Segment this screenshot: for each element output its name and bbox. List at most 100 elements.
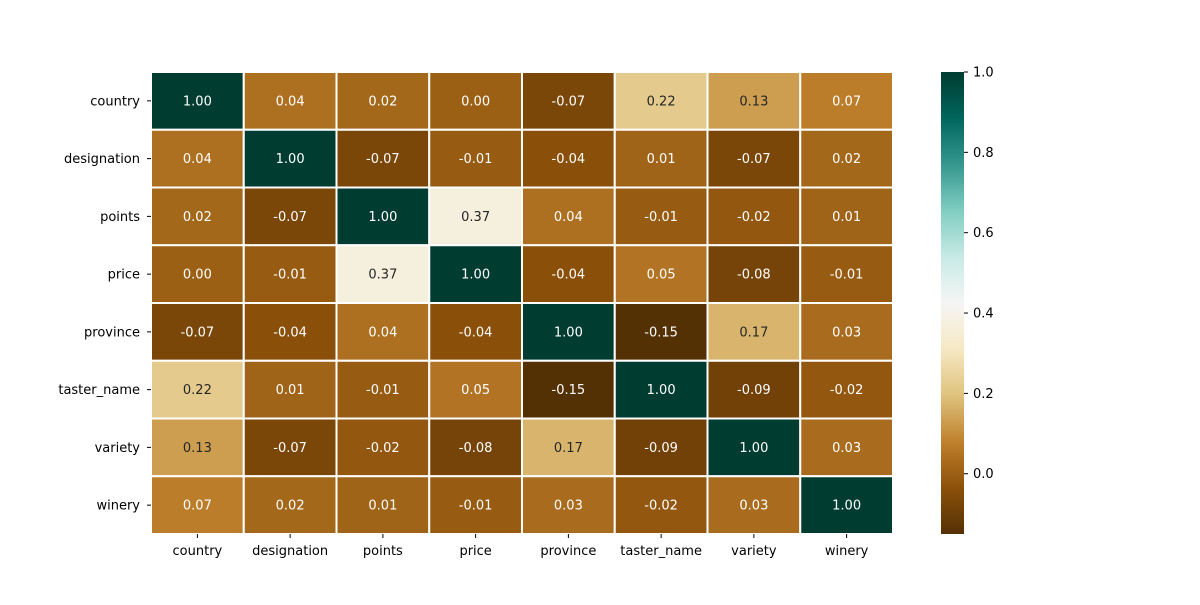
cell-annotation: -0.01 — [366, 383, 400, 398]
cell-annotation: 0.17 — [554, 441, 583, 456]
cell-annotation: 0.17 — [739, 325, 768, 340]
y-tick-label: price — [108, 268, 140, 283]
cell-annotation: -0.07 — [273, 210, 307, 225]
x-tick-label: price — [459, 544, 491, 559]
cell-annotation: 0.01 — [647, 152, 676, 167]
cell-annotation: 0.05 — [461, 383, 490, 398]
cell-annotation: 1.00 — [832, 499, 861, 514]
cell-annotation: 0.03 — [832, 325, 861, 340]
cell-annotation: -0.15 — [552, 383, 586, 398]
cell-annotation: -0.02 — [366, 441, 400, 456]
heatmap-annotations: 1.00 0.04 0.02 0.00 -0.07 0.22 0.13 0.07 0.04 1.0… — [181, 94, 864, 513]
y-tick-label: winery — [96, 499, 140, 514]
heatmap-cell — [613, 359, 709, 420]
y-tick-label: taster_name — [58, 383, 140, 398]
heatmap-cell — [242, 128, 338, 189]
y-tick-label: designation — [64, 152, 140, 167]
heatmap-cell — [428, 128, 523, 189]
heatmap-cell — [242, 186, 338, 247]
colorbar-tick-label: 0.2 — [973, 387, 994, 402]
heatmap-cell — [706, 359, 802, 420]
heatmap-cell — [613, 71, 709, 131]
cell-annotation: 0.03 — [832, 441, 861, 456]
cell-annotation: -0.07 — [737, 152, 771, 167]
x-tick-label: taster_name — [620, 544, 702, 559]
heatmap-cell — [242, 417, 338, 478]
cell-annotation: 0.05 — [647, 268, 676, 283]
heatmap-cell — [428, 302, 523, 362]
y-axis-tick-labels: country designation points price province tas… — [58, 94, 151, 514]
x-tick-label: designation — [252, 544, 328, 559]
cell-annotation: 0.22 — [183, 383, 212, 398]
cell-annotation: -0.02 — [644, 499, 678, 514]
heatmap-cell — [521, 302, 616, 362]
heatmap-cell — [335, 186, 431, 247]
cell-annotation: -0.07 — [273, 441, 307, 456]
cell-annotation: 0.02 — [368, 94, 397, 109]
cell-annotation: 0.02 — [183, 210, 212, 225]
heatmap-cell — [706, 186, 802, 247]
cell-annotation: 0.03 — [739, 499, 768, 514]
cell-annotation: 0.13 — [183, 441, 212, 456]
cell-annotation: 0.07 — [183, 499, 212, 514]
heatmap-cell — [706, 244, 802, 304]
colorbar-tick-label: 0.6 — [973, 226, 994, 241]
cell-annotation: -0.07 — [366, 152, 400, 167]
heatmap-cell — [242, 359, 338, 420]
cell-annotation: 1.00 — [368, 210, 397, 225]
heatmap-cell — [799, 128, 894, 189]
x-tick-label: winery — [825, 544, 869, 559]
heatmap-cell — [799, 359, 894, 420]
cell-annotation: 0.07 — [832, 94, 861, 109]
cell-annotation: -0.01 — [644, 210, 678, 225]
x-tick-label: points — [363, 544, 403, 559]
cell-annotation: 0.02 — [276, 499, 305, 514]
cell-annotation: -0.08 — [737, 268, 771, 283]
cell-annotation: -0.01 — [830, 268, 864, 283]
colorbar-tick-label: 0.8 — [973, 146, 994, 161]
cell-annotation: -0.04 — [459, 325, 493, 340]
heatmap-cell — [428, 244, 523, 304]
cell-annotation: 0.00 — [183, 268, 212, 283]
x-tick-label: variety — [731, 544, 777, 559]
cell-annotation: 1.00 — [183, 94, 212, 109]
cell-annotation: 0.37 — [368, 268, 397, 283]
cell-annotation: 0.04 — [276, 94, 305, 109]
heatmap-cell — [799, 71, 894, 131]
cell-annotation: 1.00 — [461, 268, 490, 283]
heatmap-cell — [799, 417, 894, 478]
cell-annotation: -0.04 — [552, 268, 586, 283]
cell-annotation: -0.02 — [830, 383, 864, 398]
cell-annotation: -0.07 — [181, 325, 215, 340]
heatmap-cell — [521, 359, 616, 420]
cell-annotation: -0.07 — [552, 94, 586, 109]
heatmap-cells — [150, 71, 894, 535]
x-axis-tick-labels: country designation points price province tas… — [173, 534, 869, 559]
cell-annotation: 0.13 — [739, 94, 768, 109]
cell-annotation: -0.08 — [459, 441, 493, 456]
cell-annotation: 0.04 — [368, 325, 397, 340]
cell-annotation: 0.01 — [832, 210, 861, 225]
heatmap-cell — [521, 475, 616, 535]
cell-annotation: -0.04 — [552, 152, 586, 167]
cell-annotation: -0.15 — [644, 325, 678, 340]
cell-annotation: 0.22 — [647, 94, 676, 109]
cell-annotation: -0.01 — [273, 268, 307, 283]
heatmap-cell — [521, 186, 616, 247]
cell-annotation: 0.01 — [368, 499, 397, 514]
cell-annotation: 0.03 — [554, 499, 583, 514]
cell-annotation: 1.00 — [554, 325, 583, 340]
colorbar-tick-label: 0.4 — [973, 307, 994, 322]
colorbar-tick-label: 0.0 — [973, 467, 994, 482]
cell-annotation: 1.00 — [739, 441, 768, 456]
heatmap-cell — [799, 475, 894, 535]
cell-annotation: -0.01 — [459, 152, 493, 167]
x-tick-label: province — [540, 544, 596, 559]
cell-annotation: -0.09 — [644, 441, 678, 456]
cell-annotation: 0.04 — [554, 210, 583, 225]
x-tick-label: country — [173, 544, 223, 559]
y-tick-label: country — [90, 94, 140, 109]
heatmap-cell — [242, 71, 338, 131]
